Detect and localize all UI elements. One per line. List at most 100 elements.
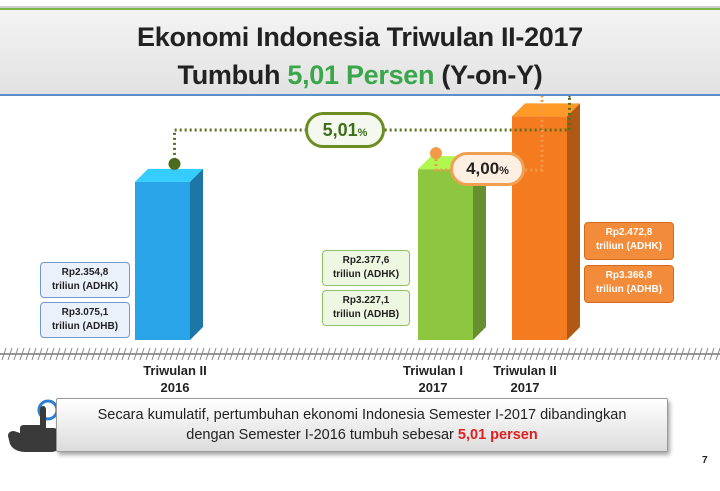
baseline-hatch bbox=[613, 347, 619, 361]
bar-q1-2017-side bbox=[473, 156, 486, 340]
baseline-hatch bbox=[385, 347, 391, 361]
baseline-hatch bbox=[331, 347, 337, 361]
baseline-hatch bbox=[517, 347, 523, 361]
baseline-hatch bbox=[283, 347, 289, 361]
page-number: 7 bbox=[702, 455, 708, 466]
baseline-hatch bbox=[145, 347, 151, 361]
baseline-hatch bbox=[253, 347, 259, 361]
yoy-arrow-head bbox=[568, 96, 571, 99]
baseline-hatch bbox=[349, 347, 355, 361]
slide-title: Ekonomi Indonesia Triwulan II-2017 bbox=[137, 22, 583, 52]
baseline-hatch bbox=[601, 347, 607, 361]
baseline-hatch bbox=[577, 347, 583, 361]
baseline-hatch bbox=[133, 347, 139, 361]
baseline-hatch bbox=[499, 347, 505, 361]
summary-note: Secara kumulatif, pertumbuhan ekonomi In… bbox=[56, 398, 668, 452]
baseline-hatch bbox=[49, 347, 55, 361]
baseline-hatch bbox=[361, 347, 367, 361]
baseline-hatch bbox=[73, 347, 79, 361]
baseline-hatch bbox=[451, 347, 457, 361]
baseline-hatch bbox=[295, 347, 301, 361]
baseline-hatch bbox=[547, 347, 553, 361]
summary-highlight: 5,01 persen bbox=[457, 427, 538, 443]
baseline-hatch bbox=[655, 347, 661, 361]
qtq-growth-unit: % bbox=[499, 165, 509, 177]
baseline-hatch bbox=[529, 347, 535, 361]
chart-baseline bbox=[0, 347, 720, 361]
gdp-bar-chart bbox=[0, 96, 720, 361]
baseline-hatch bbox=[571, 347, 577, 361]
baseline-hatch bbox=[79, 347, 85, 361]
summary-line1: Secara kumulatif, pertumbuhan ekonomi In… bbox=[97, 407, 627, 423]
baseline-hatch bbox=[463, 347, 469, 361]
top-accent-line bbox=[0, 8, 720, 10]
baseline-hatch bbox=[211, 347, 217, 361]
baseline-hatch bbox=[607, 347, 613, 361]
baseline-hatch bbox=[55, 347, 61, 361]
baseline-hatch bbox=[715, 347, 720, 361]
baseline-hatch bbox=[355, 347, 361, 361]
qtq-arrow-head bbox=[540, 96, 544, 99]
q1-2017-adhb-label: Rp3.227,1 triliun (ADHB) bbox=[322, 290, 410, 326]
baseline-hatch bbox=[25, 347, 31, 361]
baseline-hatch bbox=[205, 347, 211, 361]
qtq-connector bbox=[434, 96, 544, 172]
baseline-hatch bbox=[175, 347, 181, 361]
baseline-hatch bbox=[373, 347, 379, 361]
subtitle-highlight: 5,01 Persen bbox=[287, 60, 435, 90]
baseline-hatch bbox=[139, 347, 145, 361]
yoy-connector bbox=[173, 96, 571, 160]
baseline-hatch bbox=[589, 347, 595, 361]
yoy-growth-unit: % bbox=[357, 127, 368, 139]
baseline-hatch bbox=[409, 347, 415, 361]
baseline-hatch bbox=[169, 347, 175, 361]
baseline-hatch bbox=[403, 347, 409, 361]
baseline-hatch bbox=[487, 347, 493, 361]
baseline-hatch bbox=[493, 347, 499, 361]
baseline-hatch bbox=[427, 347, 433, 361]
yoy-start-dot bbox=[168, 157, 181, 170]
baseline-hatch bbox=[379, 347, 385, 361]
baseline-hatch bbox=[511, 347, 517, 361]
baseline-hatch bbox=[541, 347, 547, 361]
baseline-hatch bbox=[229, 347, 235, 361]
bar-q2-2016 bbox=[135, 168, 203, 340]
baseline-hatch bbox=[433, 347, 439, 361]
slide-header: Ekonomi Indonesia Triwulan II-2017 Tumbu… bbox=[0, 10, 720, 96]
baseline-hatch bbox=[127, 347, 133, 361]
baseline-hatch bbox=[679, 347, 685, 361]
baseline-hatch bbox=[661, 347, 667, 361]
baseline-hatch bbox=[277, 347, 283, 361]
xlabel-q1-2017: Triwulan I 2017 bbox=[403, 363, 463, 395]
baseline-hatch bbox=[31, 347, 37, 361]
baseline-hatch bbox=[217, 347, 223, 361]
baseline-hatch bbox=[583, 347, 589, 361]
baseline-hatch bbox=[265, 347, 271, 361]
baseline-hatch bbox=[301, 347, 307, 361]
q1-2017-adhk-label: Rp2.377,6 triliun (ADHK) bbox=[322, 250, 410, 286]
baseline-hatch bbox=[709, 347, 715, 361]
bar-q2-2016-front bbox=[135, 181, 190, 340]
qtq-start-dot bbox=[430, 147, 442, 160]
baseline-hatch bbox=[259, 347, 265, 361]
subtitle-suffix: (Y-on-Y) bbox=[434, 60, 543, 90]
q2-2016-adhk-label: Rp2.354,8 triliun (ADHK) bbox=[40, 262, 130, 298]
bar-q2-2016-side bbox=[190, 168, 203, 340]
baseline-hatch bbox=[19, 347, 25, 361]
baseline-hatch bbox=[7, 347, 13, 361]
baseline-hatch bbox=[505, 347, 511, 361]
baseline-hatch bbox=[415, 347, 421, 361]
summary-line2: dengan Semester I-2016 tumbuh sebesar 5,… bbox=[57, 425, 667, 445]
baseline-hatch bbox=[343, 347, 349, 361]
baseline-hatch bbox=[307, 347, 313, 361]
baseline-hatch bbox=[439, 347, 445, 361]
baseline-hatch bbox=[619, 347, 625, 361]
chart-connectors bbox=[168, 96, 571, 172]
xlabel-q2-2017: Triwulan II 2017 bbox=[493, 363, 557, 395]
baseline-hatch bbox=[85, 347, 91, 361]
baseline-hatch bbox=[391, 347, 397, 361]
baseline-hatch bbox=[703, 347, 709, 361]
q2-2017-adhb-label: Rp3.366,8 triliun (ADHB) bbox=[584, 265, 674, 303]
baseline-hatch bbox=[457, 347, 463, 361]
baseline-hatch bbox=[43, 347, 49, 361]
